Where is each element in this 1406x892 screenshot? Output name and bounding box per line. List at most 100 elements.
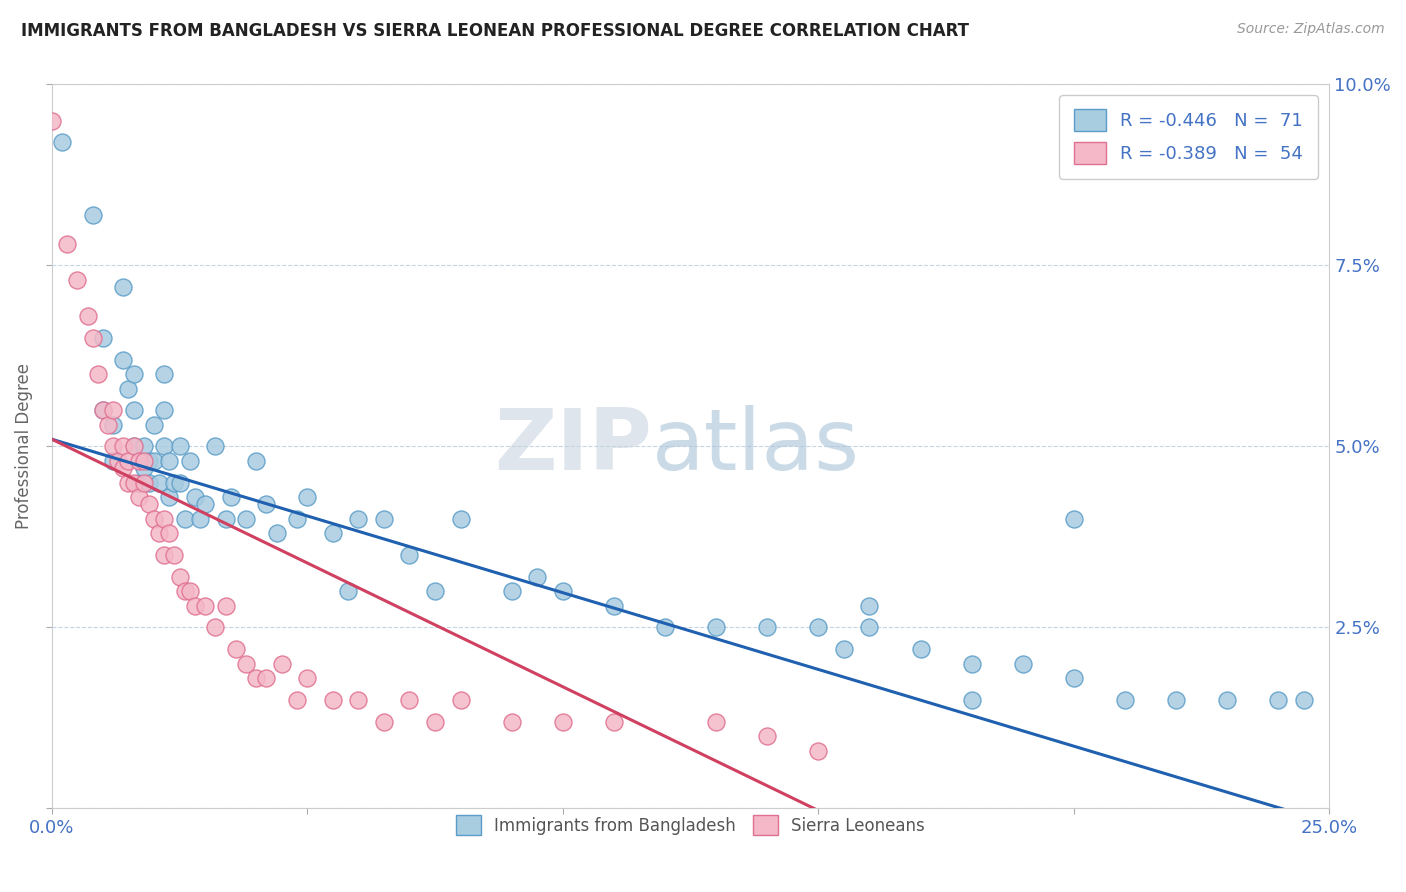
Point	[254, 497, 277, 511]
Point	[235, 512, 257, 526]
Point	[204, 439, 226, 453]
Point	[66, 273, 89, 287]
Text: Source: ZipAtlas.com: Source: ZipAtlas.com	[1237, 22, 1385, 37]
Point	[1216, 693, 1239, 707]
Point	[101, 403, 124, 417]
Point	[112, 461, 135, 475]
Point	[153, 548, 176, 562]
Point	[756, 729, 779, 743]
Point	[76, 309, 98, 323]
Point	[285, 693, 308, 707]
Point	[551, 584, 574, 599]
Point	[322, 693, 344, 707]
Point	[122, 439, 145, 453]
Point	[297, 671, 319, 685]
Point	[112, 352, 135, 367]
Text: IMMIGRANTS FROM BANGLADESH VS SIERRA LEONEAN PROFESSIONAL DEGREE CORRELATION CHA: IMMIGRANTS FROM BANGLADESH VS SIERRA LEO…	[21, 22, 969, 40]
Point	[704, 714, 727, 729]
Point	[807, 743, 830, 757]
Point	[101, 417, 124, 432]
Point	[163, 475, 186, 490]
Point	[82, 331, 104, 345]
Point	[184, 599, 207, 613]
Point	[526, 570, 548, 584]
Point	[143, 454, 166, 468]
Point	[373, 512, 395, 526]
Point	[219, 490, 242, 504]
Point	[122, 403, 145, 417]
Point	[551, 714, 574, 729]
Point	[91, 403, 114, 417]
Point	[179, 454, 201, 468]
Point	[157, 490, 180, 504]
Point	[347, 693, 370, 707]
Point	[117, 475, 139, 490]
Point	[450, 512, 472, 526]
Point	[153, 512, 176, 526]
Point	[423, 714, 446, 729]
Point	[132, 454, 155, 468]
Point	[41, 113, 63, 128]
Point	[132, 475, 155, 490]
Point	[101, 454, 124, 468]
Point	[82, 208, 104, 222]
Point	[101, 439, 124, 453]
Point	[297, 490, 319, 504]
Point	[143, 417, 166, 432]
Point	[122, 367, 145, 381]
Text: atlas: atlas	[652, 405, 860, 488]
Point	[960, 657, 983, 671]
Point	[398, 693, 420, 707]
Point	[51, 136, 73, 150]
Point	[138, 497, 160, 511]
Point	[179, 584, 201, 599]
Point	[960, 693, 983, 707]
Point	[56, 236, 79, 251]
Point	[153, 439, 176, 453]
Point	[245, 671, 267, 685]
Point	[245, 454, 267, 468]
Point	[194, 599, 217, 613]
Point	[117, 382, 139, 396]
Point	[112, 439, 135, 453]
Point	[128, 454, 150, 468]
Point	[807, 620, 830, 634]
Point	[347, 512, 370, 526]
Point	[1063, 512, 1085, 526]
Point	[603, 599, 626, 613]
Point	[373, 714, 395, 729]
Point	[1114, 693, 1136, 707]
Point	[235, 657, 257, 671]
Point	[163, 548, 186, 562]
Point	[153, 403, 176, 417]
Point	[157, 454, 180, 468]
Point	[423, 584, 446, 599]
Point	[143, 512, 166, 526]
Point	[169, 439, 191, 453]
Point	[138, 454, 160, 468]
Point	[1164, 693, 1187, 707]
Point	[322, 526, 344, 541]
Point	[91, 403, 114, 417]
Point	[173, 512, 195, 526]
Point	[122, 475, 145, 490]
Point	[1063, 671, 1085, 685]
Point	[704, 620, 727, 634]
Point	[87, 367, 110, 381]
Point	[501, 584, 523, 599]
Point	[107, 454, 129, 468]
Point	[148, 526, 170, 541]
Text: ZIP: ZIP	[495, 405, 652, 488]
Point	[173, 584, 195, 599]
Point	[266, 526, 288, 541]
Point	[225, 642, 247, 657]
Point	[285, 512, 308, 526]
Point	[97, 417, 120, 432]
Point	[858, 620, 880, 634]
Point	[194, 497, 217, 511]
Point	[254, 671, 277, 685]
Point	[270, 657, 292, 671]
Point	[188, 512, 211, 526]
Point	[756, 620, 779, 634]
Point	[1011, 657, 1033, 671]
